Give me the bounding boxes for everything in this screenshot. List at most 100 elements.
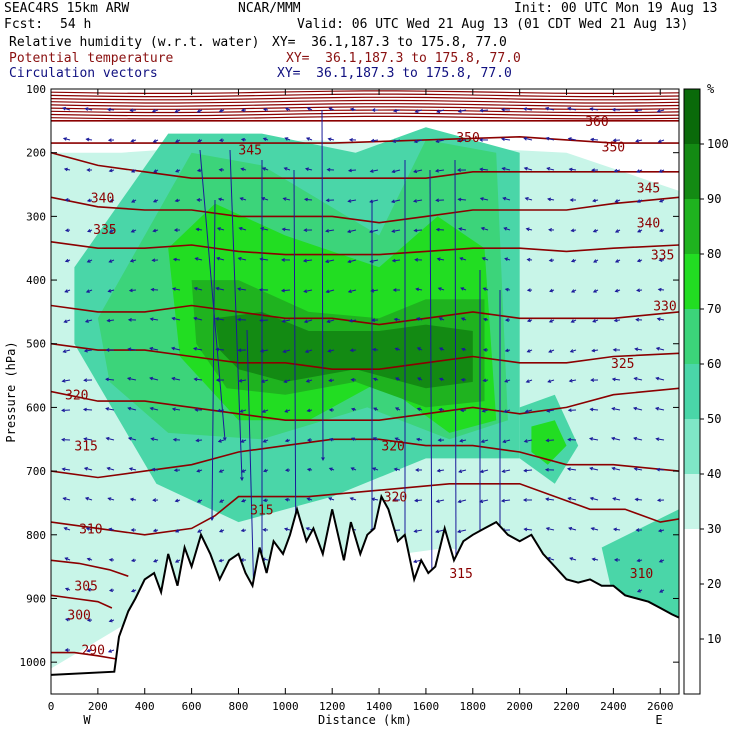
vector-head xyxy=(238,226,243,231)
vector-shaft xyxy=(589,467,599,471)
vector-head xyxy=(237,256,242,261)
theta-contour-layer xyxy=(51,90,679,660)
vector-shaft xyxy=(546,137,555,141)
vector-head xyxy=(460,317,465,321)
x-tick-label: 600 xyxy=(182,700,202,713)
vector-head xyxy=(262,137,267,142)
vector-shaft xyxy=(63,497,71,501)
vector-head xyxy=(85,527,90,531)
vector-head xyxy=(436,468,441,473)
vector-shaft xyxy=(283,349,291,353)
theta-label: 350 xyxy=(456,131,479,146)
valid-time: Valid: 06 UTC Wed 21 Aug 13 (01 CDT Wed … xyxy=(297,17,689,32)
vector-head xyxy=(348,138,353,142)
east-end-label: E xyxy=(655,713,662,727)
rh-fill-layer xyxy=(51,127,679,669)
vector-head xyxy=(658,258,663,262)
vector-head xyxy=(610,436,616,441)
vector-head xyxy=(84,496,89,501)
rh-region-5 xyxy=(215,311,473,389)
vector-shaft xyxy=(369,199,379,203)
vector-shaft xyxy=(414,229,423,232)
vector-head xyxy=(591,348,596,353)
vector-head xyxy=(347,259,352,264)
vector-head xyxy=(215,286,220,291)
vector-head xyxy=(151,258,156,263)
vector-head xyxy=(526,288,531,292)
vector-head xyxy=(63,167,68,172)
vector-shaft xyxy=(569,168,577,171)
field-vectors-xy: XY= 36.1,187.3 to 175.8, 77.0 xyxy=(277,66,512,81)
vector-head xyxy=(589,496,594,501)
vector-shaft xyxy=(128,407,137,411)
vector-head xyxy=(658,559,663,563)
vector-head xyxy=(217,439,222,443)
vector-shaft xyxy=(84,438,93,441)
vector-head xyxy=(172,257,177,262)
vector-head xyxy=(567,137,572,141)
vector-head xyxy=(239,409,244,413)
vector-head xyxy=(239,197,244,201)
vector-shaft xyxy=(457,529,467,533)
vector-head xyxy=(86,168,91,172)
vector-head xyxy=(149,376,154,381)
vector-shaft xyxy=(391,199,401,203)
vector-shaft xyxy=(523,108,533,111)
vector-head xyxy=(460,347,466,352)
terrain-outline xyxy=(51,493,679,676)
vector-head xyxy=(500,137,505,142)
field-rh-xy: XY= 36.1,187.3 to 175.8, 77.0 xyxy=(272,35,507,50)
vector-shaft xyxy=(612,378,621,381)
vector-shaft xyxy=(413,169,423,173)
vector-head xyxy=(128,288,133,293)
vector-head xyxy=(108,168,113,173)
vector-shaft xyxy=(524,167,533,171)
vector-shaft xyxy=(634,377,643,381)
colorbar: 10 20 30 40 50 60 70 80 90 100% xyxy=(683,82,729,695)
vector-shaft xyxy=(415,499,423,502)
vector-head xyxy=(611,107,616,112)
vector-head xyxy=(589,407,594,412)
vector-shaft xyxy=(392,229,401,232)
y-tick-label: 700 xyxy=(26,465,46,478)
vector-head xyxy=(591,168,596,172)
vector-head xyxy=(545,136,550,141)
vector-shaft xyxy=(326,289,335,293)
x-tick-label: 1000 xyxy=(272,700,299,713)
colorbar-swatch-30 xyxy=(684,474,700,529)
vector-head xyxy=(218,108,223,113)
vector-head xyxy=(240,528,245,533)
vector-head xyxy=(415,287,420,292)
vector-head xyxy=(612,138,617,143)
vector-head xyxy=(482,317,487,322)
vector-head xyxy=(280,288,285,293)
vector-shaft xyxy=(568,497,577,501)
theta-label: 320 xyxy=(65,389,88,404)
vector-head xyxy=(64,289,69,293)
vector-head xyxy=(592,289,597,293)
vector-head xyxy=(86,557,91,562)
vector-head xyxy=(216,408,221,413)
vector-head xyxy=(218,469,223,473)
vector-head xyxy=(457,109,462,113)
vector-head xyxy=(196,168,201,173)
vector-head xyxy=(218,528,223,533)
vector-shaft xyxy=(454,159,457,561)
vector-shaft xyxy=(568,527,577,531)
colorbar-frame xyxy=(683,88,701,695)
vector-shaft xyxy=(524,528,533,531)
theta-upper-isentrope xyxy=(51,112,679,117)
theta-label: 335 xyxy=(651,249,674,264)
vector-head xyxy=(281,258,285,262)
vector-head xyxy=(284,497,289,502)
vector-shaft xyxy=(216,257,225,261)
vector-head xyxy=(549,288,554,293)
vector-head xyxy=(196,468,201,473)
vector-shaft xyxy=(436,529,445,533)
vector-shaft xyxy=(107,467,115,471)
colorbar-swatch-80 xyxy=(684,199,700,254)
vector-head xyxy=(326,319,331,324)
vector-shaft xyxy=(480,469,489,473)
y-tick-label: 600 xyxy=(26,401,46,414)
vector-shaft xyxy=(325,259,335,263)
